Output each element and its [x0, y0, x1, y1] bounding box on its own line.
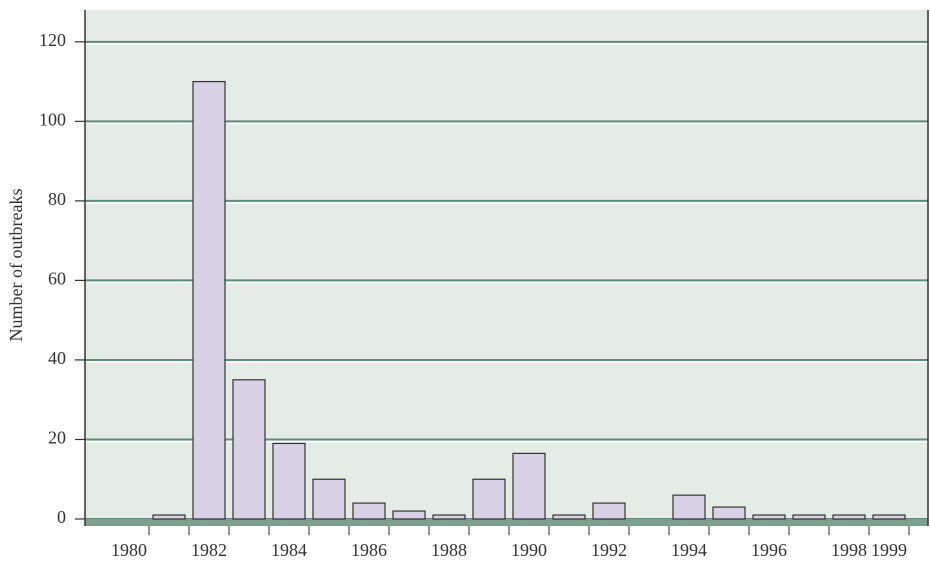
- x-tick-label: 1994: [671, 540, 707, 560]
- x-tick-label: 1999: [871, 540, 907, 560]
- x-axis-band: [85, 519, 928, 526]
- bar: [392, 510, 426, 520]
- y-tick-label: 60: [48, 269, 66, 289]
- bar: [512, 452, 546, 520]
- y-tick-label: 40: [48, 348, 66, 368]
- y-axis-label: Number of outbreaks: [6, 189, 26, 342]
- bar: [192, 80, 226, 520]
- bar: [552, 514, 586, 520]
- y-tick-label: 120: [39, 30, 66, 50]
- bar: [432, 514, 466, 520]
- bar: [232, 379, 266, 520]
- y-tick-label: 100: [39, 109, 66, 129]
- y-tick-label: 0: [57, 507, 66, 527]
- x-tick-label: 1980: [111, 540, 147, 560]
- y-tick-label: 80: [48, 189, 66, 209]
- bar: [592, 502, 626, 520]
- bar: [792, 514, 826, 520]
- bar: [712, 506, 746, 520]
- bar: [472, 478, 506, 520]
- bar: [152, 514, 186, 520]
- bar: [272, 442, 306, 520]
- bar: [752, 514, 786, 520]
- y-tick-label: 20: [48, 428, 66, 448]
- bar: [872, 514, 906, 520]
- x-tick-label: 1996: [751, 540, 787, 560]
- bar: [312, 478, 346, 520]
- x-tick-label: 1988: [431, 540, 467, 560]
- x-tick-label: 1992: [591, 540, 627, 560]
- x-tick-label: 1998: [831, 540, 867, 560]
- bar: [832, 514, 866, 520]
- x-tick-label: 1990: [511, 540, 547, 560]
- x-tick-label: 1984: [271, 540, 307, 560]
- x-tick-label: 1982: [191, 540, 227, 560]
- x-tick-label: 1986: [351, 540, 387, 560]
- bar: [352, 502, 386, 520]
- bar: [672, 494, 706, 520]
